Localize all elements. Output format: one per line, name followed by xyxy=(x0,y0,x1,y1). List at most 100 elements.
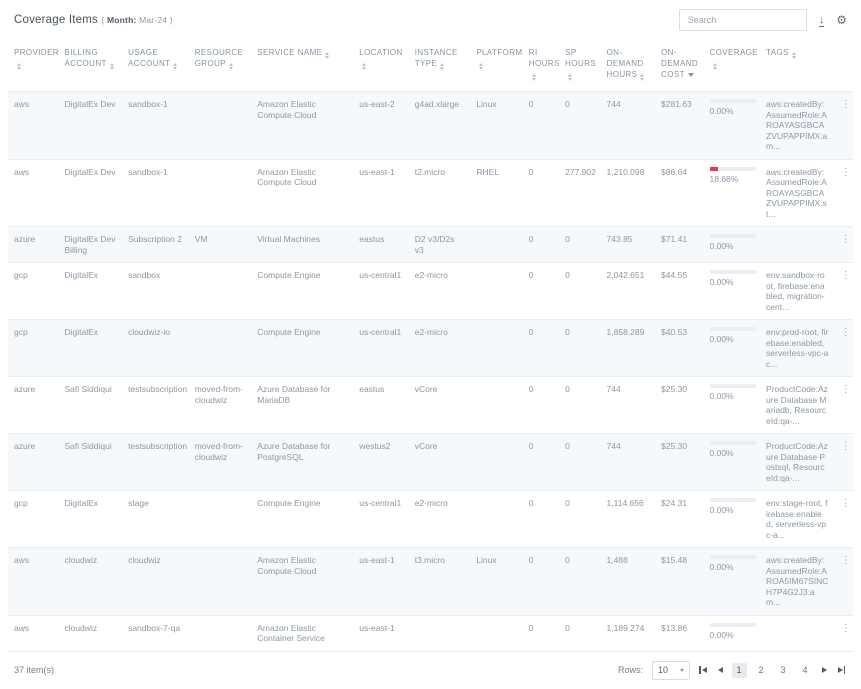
location-cell: eastus xyxy=(353,226,409,263)
sort-icon[interactable] xyxy=(17,63,21,70)
sort-icon[interactable] xyxy=(229,63,234,70)
sort-up-icon xyxy=(325,52,330,55)
row-menu-cell: ⋮ xyxy=(834,319,853,377)
sort-down-icon xyxy=(712,67,717,70)
column-label: USAGE ACCOUNT xyxy=(128,48,171,68)
sort-icon[interactable] xyxy=(173,63,178,70)
column-header-instance_type[interactable]: INSTANCE TYPE xyxy=(409,39,471,92)
column-label: TAGS xyxy=(766,48,789,57)
column-header-platform[interactable]: PLATFORM xyxy=(470,39,522,92)
column-header-service_name[interactable]: SERVICE NAME xyxy=(251,39,353,92)
billing-account-cell: cloudwiz xyxy=(58,547,123,615)
column-header-coverage[interactable]: COVERAGE xyxy=(704,39,761,92)
billing-account-cell: DigitalEx Dev Billing xyxy=(58,226,123,263)
sort-icon[interactable] xyxy=(362,63,367,70)
provider-cell: gcp xyxy=(8,262,59,320)
sort-icon[interactable] xyxy=(712,63,717,70)
page-title: Coverage Items ( Month: Mar-24 ) xyxy=(14,14,173,26)
sort-down-icon xyxy=(325,56,330,59)
instance-type-cell: t2.micro xyxy=(408,158,471,227)
tags-cell xyxy=(760,226,835,263)
sp-hours-cell: 0 xyxy=(559,91,601,159)
kebab-menu-icon[interactable]: ⋮ xyxy=(840,327,851,338)
column-header-sp_hours[interactable]: SP HOURS xyxy=(559,39,600,92)
ri-hours-cell: 0 xyxy=(522,547,560,615)
kebab-menu-icon[interactable]: ⋮ xyxy=(840,166,851,178)
resource-group-cell xyxy=(188,319,252,377)
od-cost-cell: $25.30 xyxy=(655,376,704,434)
sort-icon[interactable] xyxy=(640,74,645,81)
provider-cell: azure xyxy=(8,226,59,263)
kebab-menu-icon[interactable]: ⋮ xyxy=(840,555,851,566)
instance-type-cell: e2-micro xyxy=(408,490,471,548)
sort-icon[interactable] xyxy=(531,74,536,81)
first-page-button[interactable] xyxy=(697,664,709,676)
sort-down-icon xyxy=(109,67,114,70)
gear-icon[interactable]: ⚙ xyxy=(836,13,847,27)
sort-icon[interactable] xyxy=(479,63,484,70)
coverage-bar xyxy=(709,555,756,559)
column-header-provider[interactable]: PROVIDER xyxy=(8,39,59,92)
arrow-left-icon xyxy=(717,667,723,673)
kebab-menu-icon[interactable]: ⋮ xyxy=(840,234,851,245)
row-menu-cell: ⋮ xyxy=(834,262,853,320)
instance-type-cell: vCore xyxy=(408,376,471,434)
usage-account-cell: stage xyxy=(122,490,189,548)
column-header-od_cost[interactable]: ON-DEMAND COST xyxy=(655,39,703,92)
sp-hours-cell: 0 xyxy=(559,226,601,263)
next-page-button[interactable] xyxy=(820,665,829,675)
page-3-button[interactable]: 3 xyxy=(780,664,786,675)
tags-cell: aws:createdBy:AssumedRole:AROAYASGBCAZVU… xyxy=(760,91,835,159)
download-icon[interactable]: ↓ xyxy=(818,13,825,27)
column-header-od_hours[interactable]: ON-DEMAND HOURS xyxy=(601,39,656,92)
billing-account-cell: DigitalEx xyxy=(58,262,123,320)
kebab-menu-icon[interactable]: ⋮ xyxy=(840,99,851,110)
page-1-button[interactable]: 1 xyxy=(731,662,747,678)
column-header-usage_account[interactable]: USAGE ACCOUNT xyxy=(122,39,189,92)
column-header-ri_hours[interactable]: RI HOURS xyxy=(523,39,559,92)
table-body: aws DigitalEx Dev sandbox-1 Amazon Elastic … xyxy=(8,91,853,651)
rows-per-page-value: 10 xyxy=(658,665,669,675)
coverage-bar xyxy=(709,234,756,238)
kebab-menu-icon[interactable]: ⋮ xyxy=(840,622,851,634)
sp-hours-cell: 0 xyxy=(559,262,601,320)
coverage-value: 0.00% xyxy=(709,562,734,572)
column-header-location[interactable]: LOCATION xyxy=(353,39,409,92)
billing-account-cell: DigitalEx xyxy=(58,319,123,377)
resource-group-cell: VM xyxy=(188,226,252,263)
coverage-bar xyxy=(709,327,756,331)
billing-account-cell: DigitalEx Dev xyxy=(58,158,123,227)
last-page-button[interactable] xyxy=(836,664,848,676)
kebab-menu-icon[interactable]: ⋮ xyxy=(840,384,851,395)
coverage-value: 0.00% xyxy=(709,106,734,116)
sort-icon[interactable] xyxy=(109,63,114,70)
first-page-icon xyxy=(699,666,701,674)
rows-per-page-select[interactable]: 10 xyxy=(652,660,690,680)
ri-hours-cell: 0 xyxy=(522,490,560,548)
platform-cell: Linux xyxy=(470,547,523,615)
service-name-cell: Azure Database for PostgreSQL xyxy=(251,433,354,491)
page-4-button[interactable]: 4 xyxy=(802,664,808,675)
sort-icon[interactable] xyxy=(440,63,445,70)
page-2-button[interactable]: 2 xyxy=(758,664,764,675)
coverage-value: 0.00% xyxy=(709,448,734,458)
kebab-menu-icon[interactable]: ⋮ xyxy=(840,270,851,281)
column-header-billing_account[interactable]: BILLING ACCOUNT xyxy=(58,39,122,92)
od-cost-cell: $24.31 xyxy=(655,490,704,548)
column-header-tags[interactable]: TAGS xyxy=(760,39,835,92)
sort-icon[interactable] xyxy=(325,52,330,59)
column-header-resource_group[interactable]: RESOURCE GROUP xyxy=(189,39,252,92)
coverage-bar xyxy=(709,498,756,502)
platform-cell: Linux xyxy=(470,91,523,159)
kebab-menu-icon[interactable]: ⋮ xyxy=(840,441,851,452)
coverage-value: 0.00% xyxy=(709,505,734,515)
platform-cell xyxy=(470,614,523,651)
kebab-menu-icon[interactable]: ⋮ xyxy=(840,498,851,509)
previous-page-button[interactable] xyxy=(716,665,725,675)
table-row: aws DigitalEx Dev sandbox-1 Amazon Elastic … xyxy=(8,91,853,159)
sort-icon[interactable] xyxy=(568,74,573,81)
search-input[interactable] xyxy=(678,9,807,31)
sort-icon[interactable] xyxy=(791,52,796,59)
sort-down-icon xyxy=(440,67,445,70)
sort-desc-icon[interactable] xyxy=(687,73,694,77)
